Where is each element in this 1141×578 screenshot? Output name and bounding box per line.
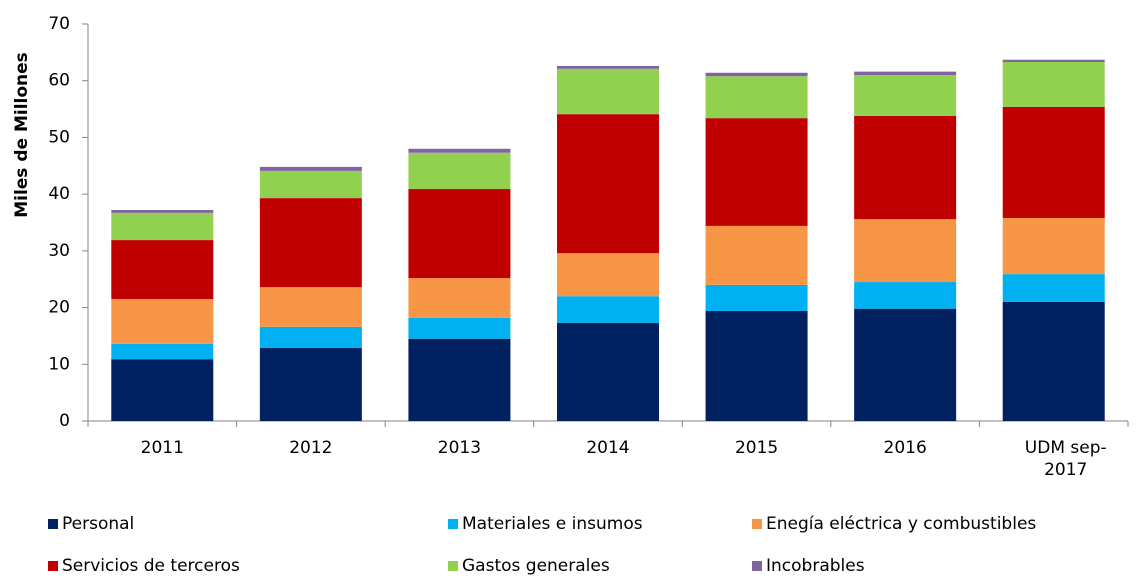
y-tick-label: 60	[48, 71, 70, 91]
bar-segment	[1002, 301, 1105, 421]
bar-segment	[1002, 61, 1105, 107]
legend-label: Personal	[62, 514, 134, 534]
bar-segment	[408, 338, 511, 421]
x-tick-label: 2016	[884, 438, 927, 458]
y-tick-label: 30	[48, 241, 70, 261]
bar-segment	[259, 287, 362, 327]
y-axis-label: Miles de Millones	[12, 52, 32, 218]
y-tick-label: 40	[48, 184, 70, 204]
bar-segment	[1002, 274, 1105, 302]
bar-segment	[408, 152, 511, 190]
legend-swatch	[48, 561, 58, 571]
x-tick-label: 2013	[438, 438, 481, 458]
bar-segment	[111, 212, 214, 241]
bar-segment	[259, 347, 362, 421]
legend-label: Materiales e insumos	[462, 514, 643, 534]
legend-label: Enegía eléctrica y combustibles	[766, 514, 1036, 534]
bar-segment	[1002, 106, 1105, 218]
bar-segment	[705, 72, 808, 77]
bar-segment	[111, 343, 214, 360]
y-tick-label: 20	[48, 298, 70, 318]
x-tick-label: 2014	[586, 438, 629, 458]
bar-segment	[111, 210, 214, 213]
bar-segment	[259, 198, 362, 288]
bar-segment	[854, 75, 957, 116]
bar-segment	[854, 282, 957, 309]
legend-swatch	[448, 561, 458, 571]
legend-label: Servicios de terceros	[62, 556, 240, 576]
x-tick-label: 2012	[289, 438, 332, 458]
bar-segment	[557, 65, 659, 69]
bar-segment	[557, 322, 659, 421]
legend-swatch	[752, 519, 762, 529]
bar-segment	[705, 76, 808, 119]
bar-segment	[705, 284, 808, 311]
bar-segment	[259, 326, 362, 348]
bar-segment	[111, 359, 214, 421]
bar-segment	[854, 308, 957, 421]
bar-segment	[854, 71, 957, 76]
bar-segment	[408, 317, 511, 339]
bar-segment	[259, 166, 362, 171]
bar-segment	[259, 170, 362, 199]
bar-segment	[557, 253, 659, 297]
bar-segment	[111, 240, 214, 300]
bar-segment	[1002, 59, 1105, 62]
bar-segment	[1002, 217, 1105, 275]
y-tick-label: 70	[48, 14, 70, 34]
bar-segment	[705, 310, 808, 421]
bar-segment	[557, 114, 659, 254]
bar-segment	[705, 118, 808, 226]
legend-swatch	[48, 519, 58, 529]
bar-segment	[111, 299, 214, 344]
y-tick-label: 50	[48, 127, 70, 147]
y-tick-label: 10	[48, 354, 70, 374]
bar-segment	[854, 219, 957, 283]
legend-swatch	[448, 519, 458, 529]
bar-segment	[408, 189, 511, 279]
bar-segment	[557, 296, 659, 323]
legend-label: Incobrables	[766, 556, 865, 576]
bar-segment	[557, 68, 659, 115]
legend-swatch	[752, 561, 762, 571]
x-tick-label: UDM sep-2017	[1025, 438, 1107, 480]
y-tick-label: 0	[59, 411, 70, 431]
x-tick-label: 2011	[141, 438, 184, 458]
x-tick-label: 2015	[735, 438, 778, 458]
bar-segment	[705, 225, 808, 285]
bar-segment	[408, 278, 511, 318]
bar-segment	[408, 148, 511, 153]
bar-segment	[854, 115, 957, 220]
legend-label: Gastos generales	[462, 556, 610, 576]
